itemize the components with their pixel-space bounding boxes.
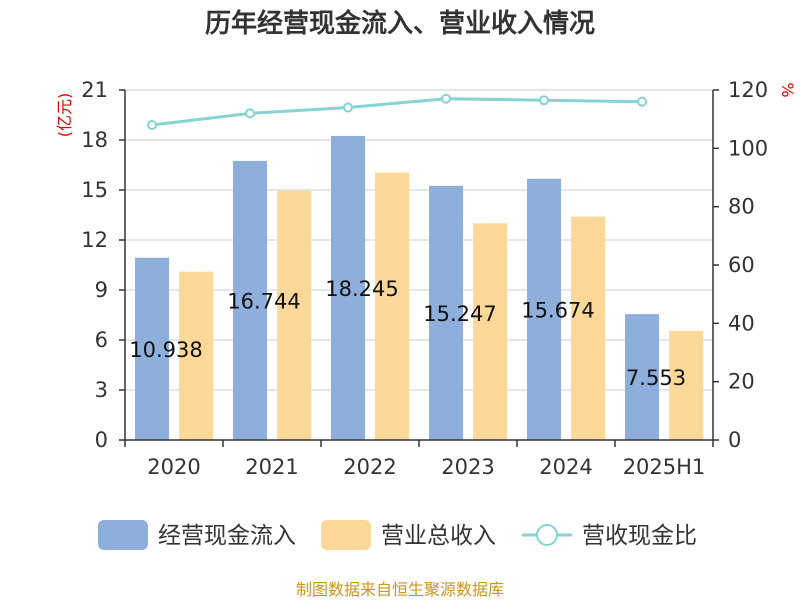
y-right-tick-label: 20 <box>728 370 755 394</box>
bar-cash-inflow <box>625 314 659 440</box>
y-right-tick-label: 80 <box>728 195 755 219</box>
left-axis-unit: (亿元) <box>55 93 74 138</box>
legend: 经营现金流入 营业总收入 营收现金比 <box>98 520 697 550</box>
data-label-cash-inflow: 16.744 <box>227 289 300 313</box>
legend-marker-ratio <box>536 524 558 546</box>
bar-cash-inflow <box>527 178 561 440</box>
gridlines <box>125 89 713 391</box>
source-note: 制图数据来自恒生聚源数据库 <box>296 580 504 599</box>
legend-label-ratio: 营收现金比 <box>582 523 697 549</box>
bar-revenue <box>179 271 213 440</box>
ratio-point <box>245 108 255 119</box>
ratio-point <box>441 93 451 104</box>
y-left-tick-label: 9 <box>95 278 108 302</box>
ratio-series-line <box>151 97 643 127</box>
right-axis-unit: % <box>778 82 797 97</box>
x-tick-label: 2024 <box>539 455 592 479</box>
legend-label-revenue: 营业总收入 <box>381 523 496 549</box>
ratio-point <box>343 102 353 113</box>
legend-item-ratio[interactable]: 营收现金比 <box>522 523 697 549</box>
data-label-cash-inflow: 10.938 <box>129 338 202 362</box>
ratio-point <box>147 120 157 130</box>
legend-label-cash-inflow: 经营现金流入 <box>158 523 296 549</box>
bar-revenue <box>375 172 409 440</box>
x-tick-label: 2023 <box>441 455 494 479</box>
bar-revenue <box>473 223 507 440</box>
bar-cash-inflow <box>331 135 365 440</box>
legend-item-revenue[interactable]: 营业总收入 <box>321 520 496 550</box>
data-label-cash-inflow: 7.553 <box>626 366 686 390</box>
ratio-point <box>637 96 647 107</box>
data-labels: 10.938 16.744 18.245 15.247 15.674 7.553 <box>129 277 686 390</box>
tick-labels: 0 3 6 9 12 15 18 21 0 20 40 60 80 100 120 2020 2021 2022 2… <box>81 78 768 479</box>
data-label-cash-inflow: 15.247 <box>423 302 496 326</box>
y-right-tick-label: 120 <box>728 78 768 102</box>
bar-revenue <box>669 330 703 440</box>
ratio-line <box>147 93 647 130</box>
y-left-tick-label: 18 <box>81 128 108 152</box>
y-right-tick-label: 0 <box>728 428 741 452</box>
data-label-cash-inflow: 15.674 <box>521 298 594 322</box>
bar-cash-inflow <box>233 160 267 440</box>
y-right-tick-label: 40 <box>728 311 755 335</box>
data-label-cash-inflow: 18.245 <box>325 277 398 301</box>
bar-revenue <box>277 190 311 440</box>
y-right-tick-label: 100 <box>728 136 768 160</box>
x-tick-label: 2021 <box>245 455 298 479</box>
y-left-tick-label: 12 <box>81 228 108 252</box>
bar-cash-inflow <box>429 185 463 440</box>
bar-cash-inflow <box>135 257 169 440</box>
bars <box>135 135 703 440</box>
y-right-tick-label: 60 <box>728 253 755 277</box>
bar-revenue <box>571 216 605 440</box>
axes <box>119 89 719 447</box>
legend-swatch-cash-inflow <box>98 520 148 550</box>
legend-item-cash-inflow[interactable]: 经营现金流入 <box>98 520 296 550</box>
y-left-tick-label: 0 <box>95 428 108 452</box>
x-tick-label: 2022 <box>343 455 396 479</box>
y-left-tick-label: 15 <box>81 178 108 202</box>
x-tick-label: 2025H1 <box>623 455 706 479</box>
legend-swatch-revenue <box>321 520 371 550</box>
y-left-tick-label: 21 <box>81 78 108 102</box>
y-left-tick-label: 6 <box>95 328 108 352</box>
y-left-tick-label: 3 <box>95 378 108 402</box>
chart-title: 历年经营现金流入、营业收入情况 <box>205 8 595 39</box>
x-tick-label: 2020 <box>147 455 200 479</box>
ratio-point <box>539 95 549 106</box>
